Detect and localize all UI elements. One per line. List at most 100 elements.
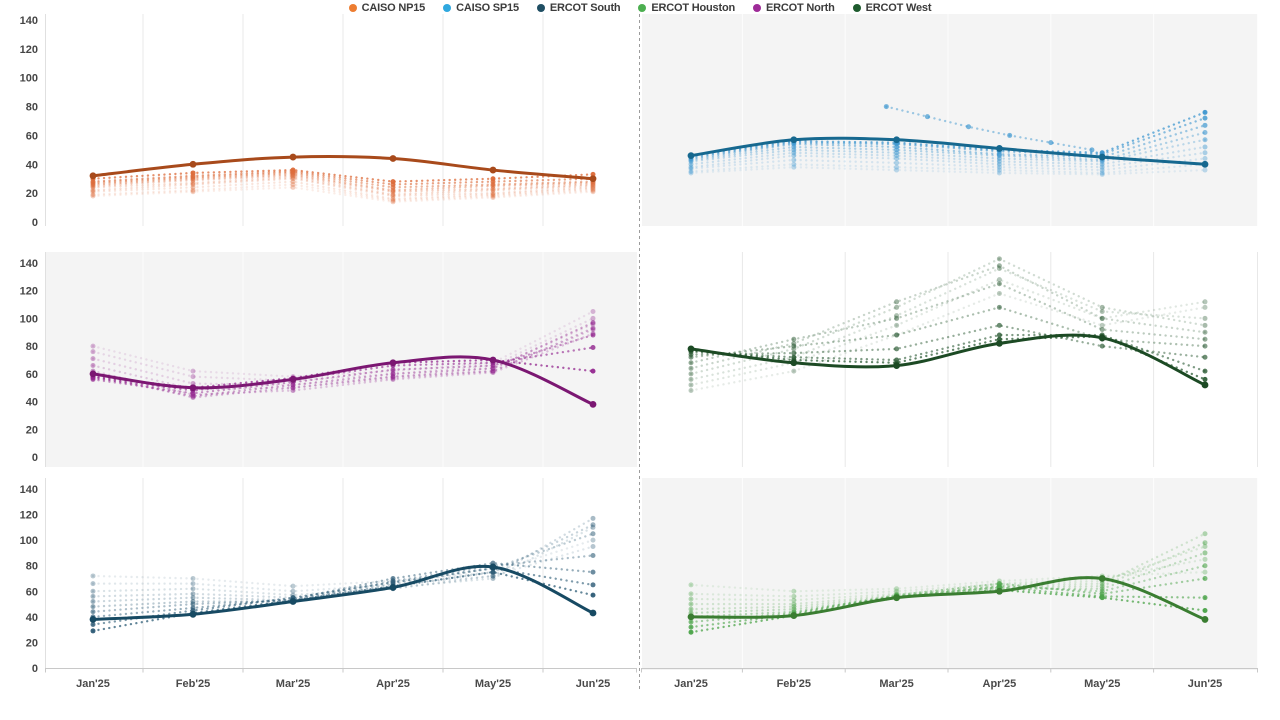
x-tick-label: Jan'25	[76, 678, 110, 690]
main-point	[1201, 616, 1209, 623]
history-point	[688, 601, 694, 607]
main-point	[1201, 381, 1209, 389]
history-curve	[91, 168, 595, 183]
y-tick-label: 40	[26, 159, 38, 171]
history-point	[688, 169, 694, 174]
history-point	[390, 193, 396, 199]
legend-item-ercot-south: ERCOT South	[536, 2, 621, 14]
history-point	[894, 315, 900, 321]
history-curve	[91, 567, 595, 626]
history-curve	[689, 151, 1207, 169]
history-point	[590, 186, 596, 192]
main-line	[689, 136, 1207, 166]
history-curve	[91, 523, 595, 603]
main-point	[389, 155, 397, 162]
history-point	[1202, 550, 1208, 556]
main-point	[489, 563, 497, 571]
history-curve	[689, 124, 1207, 160]
y-axis: 0 20 40 60 80 100 120 140 0 20 40 60 80 100 120 140 0 20 4…	[20, 15, 38, 675]
main-point	[389, 359, 397, 367]
history-point	[190, 368, 196, 374]
y-tick-label: 80	[26, 341, 38, 353]
history-curve	[91, 183, 595, 202]
history-curve	[885, 105, 1094, 152]
history-point	[688, 170, 694, 176]
history-point	[1099, 171, 1105, 177]
history-curve	[91, 517, 595, 599]
history-point	[1099, 170, 1105, 176]
history-curve	[91, 526, 595, 597]
main-point	[996, 587, 1003, 595]
history-curve	[689, 257, 1207, 376]
history-point	[1099, 167, 1105, 173]
history-point	[390, 199, 396, 205]
legend-label: ERCOT West	[865, 1, 932, 14]
history-curve	[91, 322, 595, 387]
history-curve	[91, 332, 595, 396]
x-tick-label: Jan'25	[674, 678, 708, 690]
history-point	[590, 537, 596, 543]
history-point	[1099, 327, 1105, 333]
history-point	[590, 187, 596, 193]
history-curve	[689, 163, 1207, 175]
history-point	[190, 576, 196, 581]
main-point	[893, 362, 900, 369]
history-curve	[91, 317, 595, 382]
legend-item-ercot-west: ERCOT West	[852, 1, 932, 14]
main-line	[689, 333, 1207, 387]
history-point	[390, 371, 396, 377]
history-point	[688, 624, 694, 630]
main-point	[189, 160, 197, 168]
legend-swatch-icon	[443, 3, 452, 12]
x-tick-label: Feb'25	[176, 678, 210, 690]
history-point	[290, 583, 296, 589]
history-point	[590, 189, 596, 195]
history-curve	[91, 358, 595, 389]
history-point	[996, 322, 1002, 328]
history-point	[791, 153, 797, 159]
history-point	[791, 157, 797, 163]
history-point	[1099, 304, 1105, 310]
panel-bg-ercot-houston	[642, 478, 1258, 670]
history-point	[90, 599, 96, 605]
history-point	[90, 573, 96, 579]
x-axis: Jan'25 Feb'25 Mar'25 Apr'25 May'25 Jun'25 Jan'…	[45, 668, 1258, 690]
history-curve	[689, 292, 1207, 392]
history-point	[996, 167, 1002, 173]
history-point	[688, 365, 694, 371]
history-curve	[91, 321, 595, 398]
history-point	[1202, 322, 1208, 328]
history-point	[791, 601, 797, 607]
history-point	[688, 606, 694, 612]
main-point	[189, 610, 197, 618]
history-point	[996, 304, 1002, 310]
history-point	[894, 588, 900, 594]
main-point	[790, 612, 798, 619]
history-point	[390, 579, 396, 585]
history-point	[1099, 164, 1105, 170]
history-point	[996, 581, 1002, 587]
history-point	[996, 161, 1002, 167]
history-point	[1202, 115, 1208, 121]
history-point	[90, 593, 96, 599]
history-point	[894, 299, 900, 305]
history-point	[1089, 147, 1095, 153]
y-tick-label: 140	[20, 258, 38, 270]
history-point	[996, 266, 1002, 272]
history-point	[996, 164, 1002, 170]
history-point	[290, 184, 296, 190]
history-point	[924, 114, 930, 120]
main-line	[689, 576, 1207, 621]
legend-label: ERCOT Houston	[651, 1, 735, 14]
history-point	[1099, 581, 1105, 587]
main-point	[893, 594, 900, 602]
gridlines-ercot-north	[45, 252, 544, 467]
history-point	[1202, 607, 1208, 613]
history-point	[190, 184, 196, 190]
history-curve	[91, 328, 595, 391]
history-point	[1099, 322, 1105, 328]
history-point	[996, 170, 1002, 176]
history-point	[390, 576, 396, 581]
history-point	[1202, 122, 1208, 128]
